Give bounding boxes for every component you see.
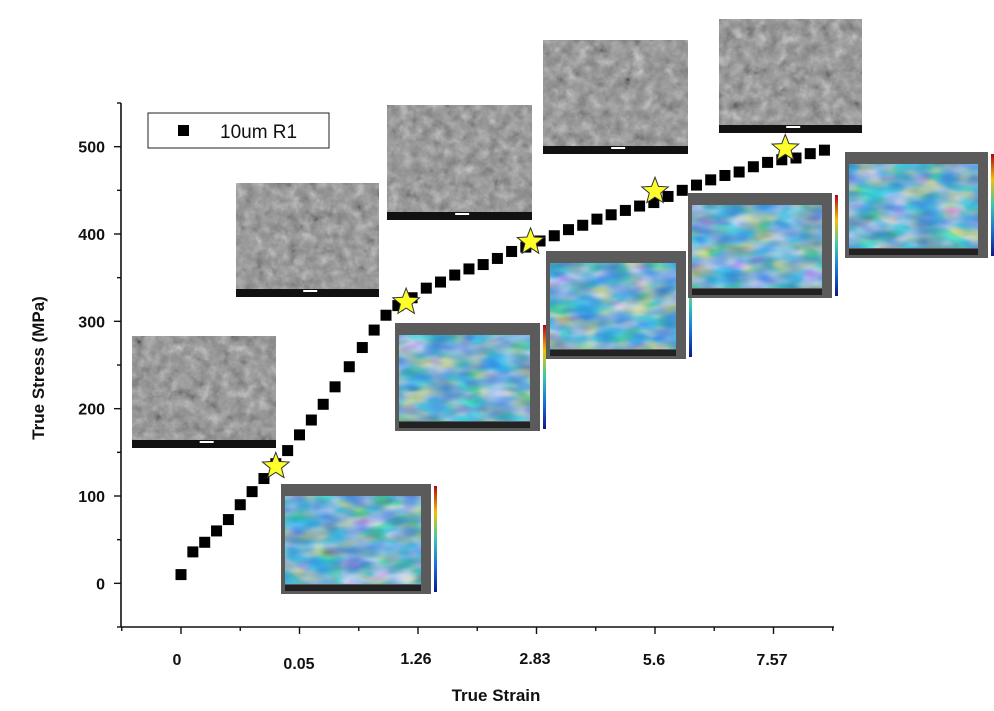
- data-point: [790, 152, 802, 164]
- data-point: [634, 200, 646, 212]
- y-axis-title: True Stress (MPa): [29, 296, 48, 440]
- data-point: [548, 230, 560, 242]
- strain-map-inset: [546, 251, 692, 359]
- data-point: [343, 361, 355, 373]
- data-point: [258, 473, 270, 485]
- data-point: [776, 154, 788, 166]
- data-point: [420, 282, 432, 294]
- y-tick-label: 500: [78, 140, 105, 157]
- sem-micrograph-inset: [387, 105, 532, 220]
- data-point: [662, 190, 674, 202]
- data-point: [719, 169, 731, 181]
- data-point: [804, 148, 816, 160]
- data-point: [356, 342, 368, 354]
- data-point: [175, 569, 187, 581]
- y-tick-label: 200: [78, 402, 105, 419]
- y-tick-label: 400: [78, 227, 105, 244]
- data-point: [305, 414, 317, 426]
- data-point: [690, 179, 702, 191]
- data-point: [733, 166, 745, 178]
- legend-marker: [178, 125, 189, 136]
- data-point: [648, 197, 660, 209]
- data-point: [222, 514, 234, 526]
- x-tick-label: 1.26: [400, 651, 431, 668]
- highlight-star-marker: [261, 450, 291, 479]
- data-point: [187, 546, 199, 558]
- data-point: [562, 224, 574, 236]
- axes: 0 100 200 300 400 500 0 0.05 1.26 2.83 5.6 7.57: [78, 102, 834, 673]
- x-tick-label: 5.6: [643, 652, 665, 669]
- data-point: [392, 300, 404, 312]
- data-point: [234, 499, 246, 511]
- y-tick-label: 300: [78, 314, 105, 331]
- data-point: [577, 219, 589, 231]
- strain-map-inset: [281, 484, 437, 594]
- data-point: [477, 259, 489, 271]
- data-point: [329, 381, 341, 393]
- data-point: [435, 276, 447, 288]
- data-point: [506, 245, 518, 257]
- x-tick-label: 2.83: [519, 651, 550, 668]
- data-point: [762, 156, 774, 168]
- y-tick-label: 0: [96, 576, 105, 593]
- strain-map-inset: [688, 193, 838, 298]
- strain-map-inset: [845, 152, 994, 258]
- data-point: [463, 263, 475, 275]
- data-point: [605, 209, 617, 221]
- data-point: [211, 525, 223, 537]
- highlight-star-marker: [770, 133, 801, 161]
- sem-micrograph-inset: [719, 19, 862, 133]
- data-marks: [175, 144, 830, 581]
- data-point: [747, 161, 759, 173]
- x-axis-title: True Strain: [452, 686, 541, 705]
- highlight-star-marker: [391, 286, 421, 315]
- legend: 10um R1: [147, 112, 330, 149]
- x-tick-label: 0: [173, 652, 182, 669]
- strain-map-inset: [395, 323, 546, 431]
- sem-micrograph-inset: [543, 40, 688, 154]
- highlight-star-marker: [515, 226, 546, 255]
- data-point: [246, 486, 258, 498]
- legend-label: 10um R1: [220, 122, 297, 143]
- x-tick-label: 0.05: [283, 656, 314, 673]
- data-point: [818, 144, 830, 156]
- y-tick-label: 100: [78, 489, 105, 506]
- x-tick-label: 7.57: [756, 652, 787, 669]
- data-point: [380, 309, 392, 321]
- data-point: [619, 204, 631, 216]
- data-point: [317, 398, 329, 410]
- data-point: [368, 324, 380, 336]
- data-point: [705, 174, 717, 186]
- sem-micrograph-inset: [132, 336, 276, 448]
- sem-micrograph-inset: [236, 183, 379, 297]
- data-point: [591, 213, 603, 225]
- data-point: [676, 184, 688, 196]
- data-point: [199, 536, 211, 548]
- highlight-star-marker: [640, 175, 670, 204]
- data-point: [294, 429, 305, 441]
- data-point: [491, 252, 503, 264]
- highlight-stars: [261, 133, 801, 479]
- data-point: [449, 269, 461, 281]
- inset-images: [132, 19, 994, 594]
- data-point: [282, 445, 294, 457]
